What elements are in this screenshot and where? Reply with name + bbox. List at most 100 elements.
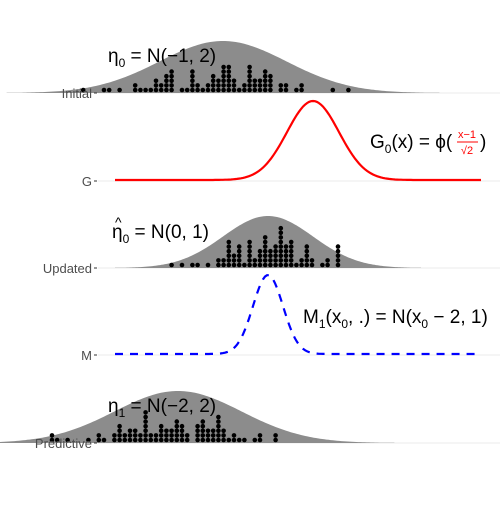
dot — [273, 262, 278, 268]
dot — [257, 83, 263, 88]
dot — [304, 258, 310, 263]
dot — [299, 258, 304, 263]
dot — [96, 433, 102, 438]
fraction-denominator: √2 — [461, 145, 473, 157]
dot — [190, 69, 195, 74]
dot — [210, 437, 216, 443]
dot — [262, 239, 268, 245]
dot — [158, 83, 164, 88]
dot — [143, 410, 148, 415]
dot — [221, 69, 226, 74]
dot — [153, 433, 159, 438]
dot — [195, 423, 200, 429]
dot — [184, 437, 190, 443]
dot — [210, 78, 216, 84]
dot — [283, 244, 289, 249]
annotation-m: M1(x0, .) = N(x0 − 2, 1) — [303, 307, 488, 331]
dot — [200, 433, 206, 438]
dot — [236, 253, 242, 259]
dot — [153, 437, 159, 443]
dot — [179, 87, 185, 93]
dot — [112, 433, 117, 438]
dot — [242, 83, 247, 88]
dot — [49, 433, 55, 438]
dot — [283, 262, 289, 268]
dot — [190, 73, 195, 79]
dot — [148, 433, 154, 438]
layer-updated — [115, 216, 421, 268]
annotations: η0 = N(−1, 2) η0 = N(0, 1)^ η1 = N(−2, 2) M… — [108, 46, 488, 420]
dot — [304, 262, 310, 268]
annotation-predictive: η1 = N(−2, 2) — [108, 396, 216, 420]
dot — [236, 258, 242, 263]
dot — [288, 262, 294, 268]
density-predictive — [0, 391, 395, 443]
dot — [236, 262, 242, 268]
dot — [299, 262, 304, 268]
dot — [262, 73, 268, 79]
dot — [346, 87, 351, 93]
dot — [247, 262, 252, 268]
dot — [268, 248, 273, 254]
dot — [278, 244, 284, 249]
dot — [200, 87, 206, 93]
dot — [247, 253, 252, 259]
dot — [200, 428, 206, 434]
dot — [288, 239, 294, 245]
dot — [242, 262, 247, 268]
dot — [325, 258, 330, 263]
dot — [330, 87, 336, 93]
dot — [112, 437, 117, 443]
dot — [231, 437, 237, 443]
dot — [236, 87, 242, 93]
dot — [257, 262, 263, 268]
dot — [143, 437, 148, 443]
dot — [195, 437, 200, 443]
dot — [117, 87, 122, 93]
dot — [216, 419, 221, 424]
dot — [252, 78, 258, 84]
dot — [216, 258, 221, 263]
dot — [158, 423, 164, 429]
dot — [278, 253, 284, 259]
dot — [335, 258, 341, 263]
dot — [288, 253, 294, 259]
dot — [158, 87, 164, 93]
dot — [174, 423, 180, 429]
layer-predictive — [0, 391, 395, 443]
dot — [138, 87, 143, 93]
annotation-updated: η0 = N(0, 1) — [112, 222, 209, 246]
y-label-predictive: Predictive — [35, 436, 92, 451]
dot — [278, 248, 284, 254]
dot — [257, 433, 263, 438]
dot — [169, 78, 174, 84]
dot — [132, 437, 138, 443]
dot — [127, 428, 133, 434]
dot — [304, 244, 310, 249]
dot — [169, 433, 174, 438]
dot — [200, 423, 206, 429]
dot — [138, 433, 143, 438]
dot — [226, 69, 232, 74]
dot — [283, 253, 289, 259]
dot — [117, 428, 122, 434]
dot — [288, 258, 294, 263]
dot — [278, 239, 284, 245]
dot — [221, 262, 226, 268]
dot — [216, 78, 221, 84]
dot — [190, 78, 195, 84]
dot — [210, 428, 216, 434]
fraction-numerator: x−1 — [458, 129, 476, 141]
dot — [320, 262, 325, 268]
dot — [205, 262, 211, 268]
dot — [210, 433, 216, 438]
dot — [231, 258, 237, 263]
dot — [169, 83, 174, 88]
dot — [247, 239, 252, 245]
dot — [221, 433, 226, 438]
dot — [174, 428, 180, 434]
dot — [247, 83, 252, 88]
dot — [252, 258, 258, 263]
dot — [117, 433, 122, 438]
